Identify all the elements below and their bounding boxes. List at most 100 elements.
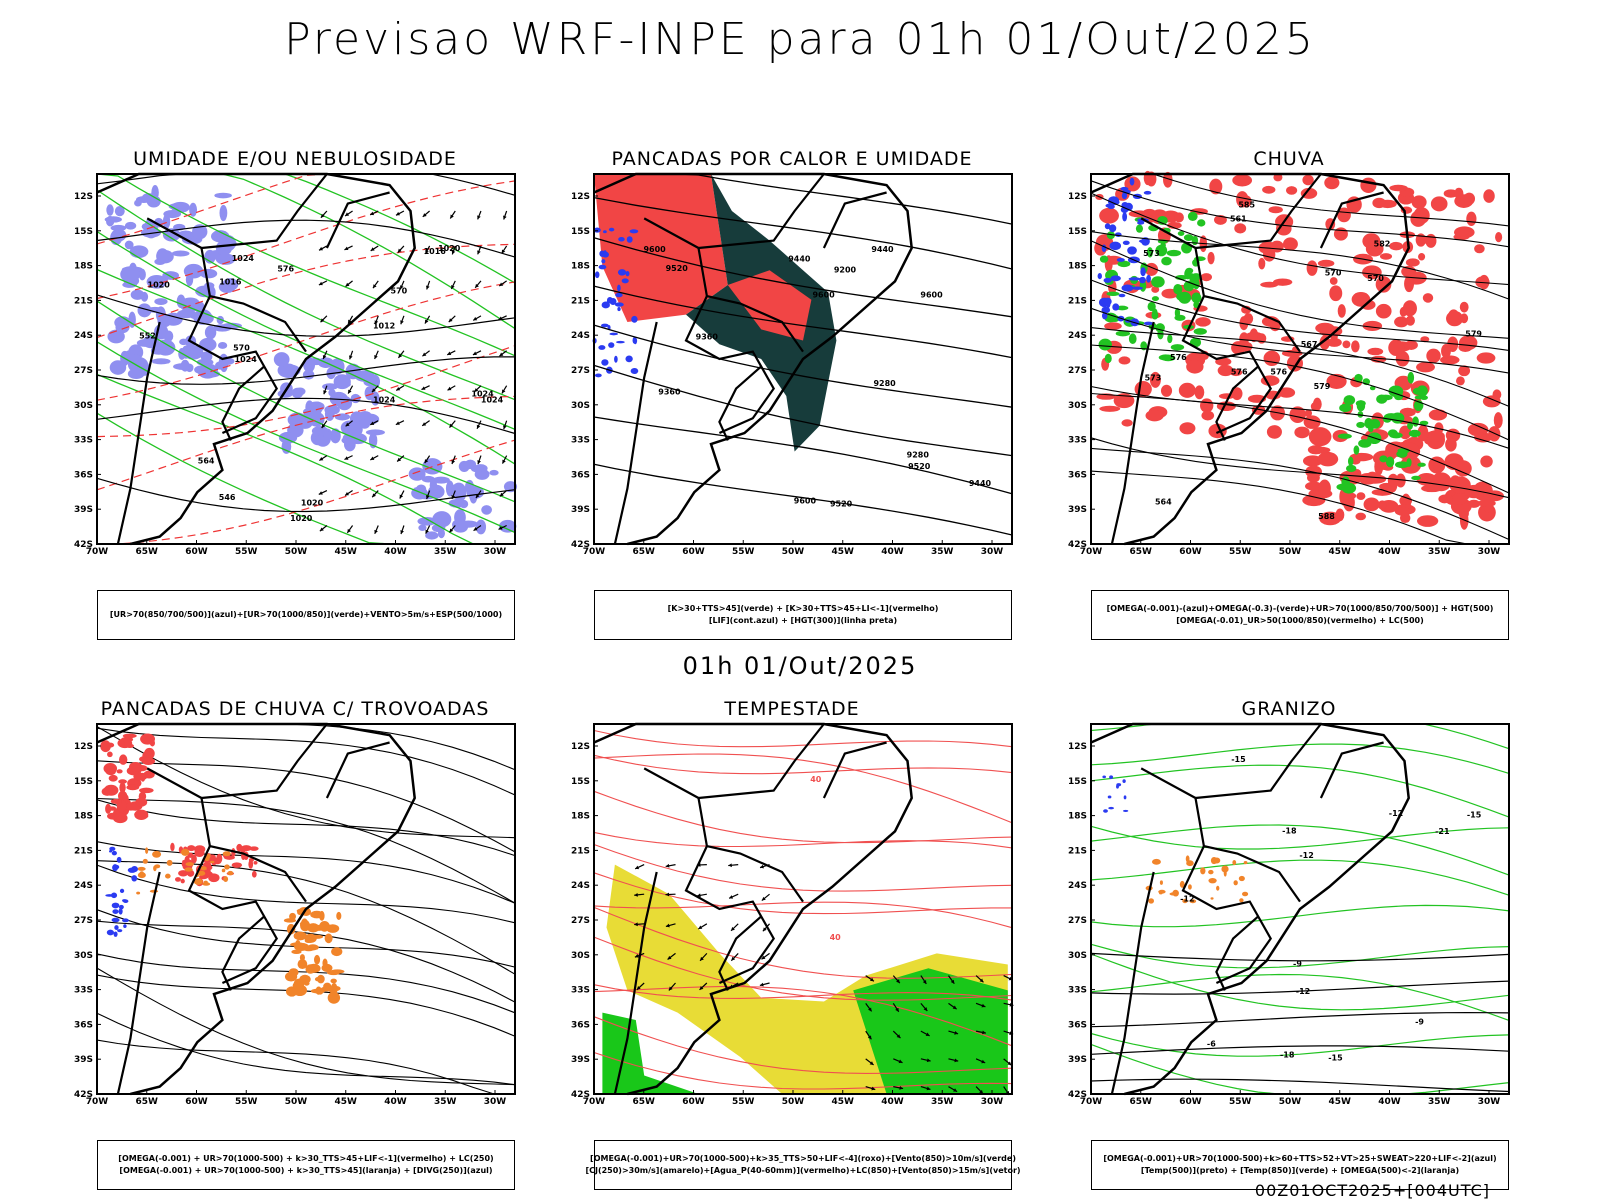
lon-tick-label: 50W bbox=[285, 547, 308, 557]
rain-red-area bbox=[1261, 316, 1280, 327]
rain-red-area bbox=[1149, 371, 1161, 388]
contour-label: 9280 bbox=[907, 451, 930, 460]
rain-green-area bbox=[1146, 247, 1153, 258]
lat-tick-label: 33S bbox=[1068, 986, 1087, 996]
rain-green-area bbox=[1354, 373, 1363, 383]
rain-blue-area bbox=[1101, 306, 1111, 314]
rain-blue-area bbox=[1118, 293, 1126, 298]
height-500-contour bbox=[1090, 279, 1510, 351]
lon-tick-label: 45W bbox=[832, 547, 855, 557]
contour-label: 588 bbox=[1318, 512, 1335, 521]
wind-vector-head bbox=[979, 1089, 984, 1094]
storm-red-area bbox=[240, 845, 252, 852]
rain-red-area bbox=[1389, 241, 1403, 251]
humidity-blue-area bbox=[217, 342, 228, 349]
contour-label: -9 bbox=[1415, 1017, 1424, 1026]
rain-red-area bbox=[1371, 488, 1394, 496]
wind-vector-head bbox=[761, 896, 766, 901]
wind-vector-head bbox=[982, 1030, 986, 1035]
country-border bbox=[146, 767, 307, 903]
weather-map: -12 -15 -12 -12 -12 -15 -18 -21 -18 -15 -9 -6 -9 12S 1… bbox=[1068, 722, 1510, 1107]
lon-tick-label: 70W bbox=[583, 547, 606, 557]
pressure-isobar bbox=[96, 477, 516, 513]
instability-red-area bbox=[594, 174, 728, 322]
lifted-index-blue-contour bbox=[600, 323, 609, 328]
hail-blue-area bbox=[1122, 779, 1126, 783]
humidity-green-contour bbox=[96, 268, 516, 465]
omega-orange-area bbox=[1172, 889, 1179, 897]
geopotential-height-contour bbox=[593, 196, 1013, 270]
lat-tick-label: 21S bbox=[1068, 846, 1087, 856]
rain-red-area bbox=[1459, 335, 1478, 351]
country-border bbox=[1195, 173, 1322, 250]
storm-red-area bbox=[129, 761, 143, 772]
rain-green-area bbox=[1192, 278, 1200, 290]
rain-red-area bbox=[1201, 410, 1215, 421]
wind-vector-head bbox=[426, 285, 430, 290]
rain-red-area bbox=[1394, 316, 1409, 328]
legend-box: [K>30+TTS>45](verde) + [K>30+TTS>45+LI<-… bbox=[594, 590, 1012, 640]
wind-vector-head bbox=[374, 320, 379, 325]
rain-red-area bbox=[1375, 276, 1392, 293]
storm-red-area bbox=[116, 769, 123, 774]
humidity-blue-area bbox=[219, 204, 228, 222]
rain-green-area bbox=[1190, 273, 1202, 281]
country-border bbox=[1110, 871, 1155, 1095]
legend-line: [Temp(500)](preto) + [Temp(850)](verde) … bbox=[1140, 1166, 1460, 1175]
rain-green-area bbox=[1336, 483, 1351, 491]
lon-tick-label: 65W bbox=[136, 1097, 159, 1107]
humidity-blue-area bbox=[124, 221, 137, 230]
divergence-blue-area bbox=[109, 846, 116, 851]
wind-vector-head bbox=[400, 285, 404, 290]
wind-vector-head bbox=[761, 955, 766, 960]
hail-blue-area bbox=[1123, 795, 1127, 800]
storm-red-area bbox=[103, 762, 118, 775]
humidity-blue-area bbox=[171, 250, 190, 257]
lon-tick-label: 30W bbox=[981, 1097, 1004, 1107]
rain-green-area bbox=[1368, 425, 1374, 433]
contour-label: 570 bbox=[233, 344, 250, 353]
wind-vector-head bbox=[320, 213, 325, 218]
wind-vector-head bbox=[424, 459, 429, 464]
rain-red-area bbox=[1441, 343, 1451, 359]
wind-vector-head bbox=[399, 494, 404, 499]
run-timestamp: 00Z01OCT2025+[004UTC] bbox=[1254, 1181, 1490, 1200]
rain-red-area bbox=[1454, 226, 1475, 239]
rain-blue-area bbox=[1121, 284, 1134, 292]
contour-label: 1024 bbox=[481, 396, 504, 405]
storm-red-area bbox=[194, 845, 206, 854]
contour-label: 552 bbox=[139, 331, 156, 340]
wind-vector-head bbox=[476, 424, 481, 429]
humidity-blue-area bbox=[481, 505, 492, 515]
wind-vector-head bbox=[447, 351, 452, 355]
wind-vector-head bbox=[698, 925, 703, 929]
legend-line: [UR>70(850/700/500)](azul)+[UR>70(1000/8… bbox=[109, 610, 503, 619]
humidity-blue-area bbox=[179, 338, 189, 346]
streamline-850-red bbox=[593, 1051, 1013, 1090]
wind-vector-head bbox=[374, 529, 378, 534]
rain-green-area bbox=[1379, 455, 1388, 463]
contour-label: 9200 bbox=[834, 266, 857, 275]
streamline-850-red bbox=[593, 754, 1013, 775]
wind-vector-head bbox=[424, 319, 429, 324]
rain-green-area bbox=[1347, 456, 1354, 466]
lat-tick-label: 15S bbox=[571, 777, 590, 787]
rain-green-area bbox=[1098, 338, 1112, 351]
lifted-index-blue-contour bbox=[593, 227, 601, 233]
hail-blue-area bbox=[1107, 795, 1112, 799]
storm-orange-area bbox=[137, 872, 146, 879]
wind-vector-head bbox=[729, 895, 734, 899]
wind-vector-head bbox=[899, 1086, 904, 1090]
wind-vector-head bbox=[898, 1059, 903, 1064]
contour-label: 570 bbox=[391, 287, 408, 296]
rain-green-area bbox=[1106, 231, 1115, 240]
storm-orange-area bbox=[322, 958, 328, 968]
streamline-250 bbox=[96, 799, 516, 857]
wind-vector-head bbox=[474, 388, 479, 392]
omega-orange-area bbox=[1216, 885, 1220, 891]
legend-line: [OMEGA(-0.001) + UR>70(1000-500) + k>30_… bbox=[119, 1166, 493, 1175]
rain-red-area bbox=[1306, 260, 1318, 276]
humidity-blue-area bbox=[163, 330, 174, 342]
country-border bbox=[187, 295, 279, 435]
streamline-250 bbox=[96, 760, 516, 853]
